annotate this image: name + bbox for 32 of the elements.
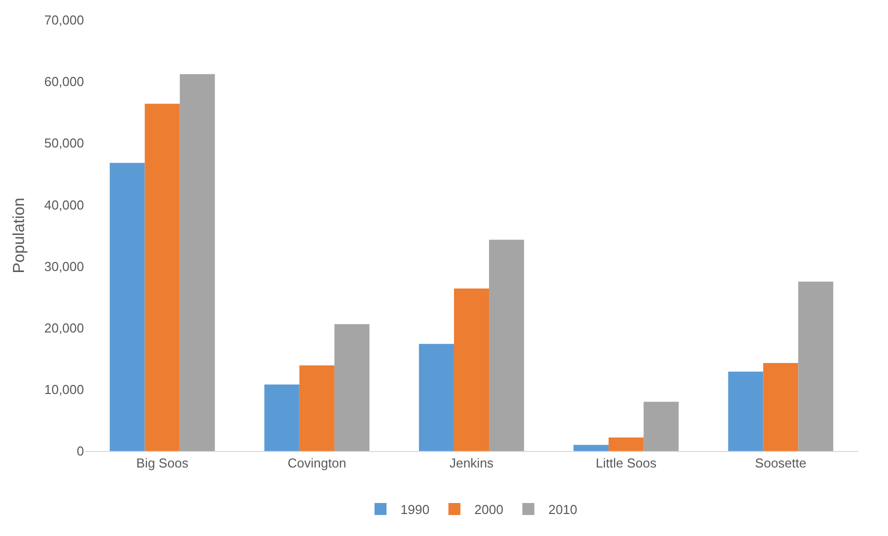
legend-label: 2000 (474, 502, 504, 518)
y-tick-label: 60,000 (44, 74, 84, 90)
bar (334, 324, 370, 451)
y-tick-label: 20,000 (44, 320, 84, 336)
y-tick-label: 30,000 (44, 258, 84, 274)
x-tick-label: Soosette (755, 456, 806, 471)
bar (264, 384, 300, 451)
bar (454, 288, 490, 451)
bar (798, 282, 834, 451)
x-tick-label: Little Soos (596, 456, 657, 471)
bar (144, 104, 180, 451)
legend-label: 2010 (548, 502, 578, 518)
bar (180, 74, 215, 451)
bar (110, 162, 145, 451)
x-tick-label: Jenkins (449, 456, 494, 471)
y-tick-label: 0 (76, 444, 84, 459)
bar (728, 372, 764, 451)
bar (608, 437, 644, 451)
y-tick-label: 40,000 (44, 197, 84, 212)
bar (418, 344, 454, 451)
bar (763, 362, 798, 451)
y-tick-label: 10,000 (44, 382, 84, 397)
y-tick-label: 70,000 (44, 12, 84, 28)
bar (644, 402, 679, 451)
x-tick-label: Big Soos (136, 456, 189, 471)
y-tick-label: 50,000 (44, 136, 84, 151)
y-axis-title: Population (11, 198, 28, 274)
bar (489, 240, 524, 451)
legend-label: 1990 (400, 502, 430, 518)
bar (299, 365, 334, 451)
bar (574, 444, 609, 451)
x-tick-label: Covington (288, 456, 346, 471)
